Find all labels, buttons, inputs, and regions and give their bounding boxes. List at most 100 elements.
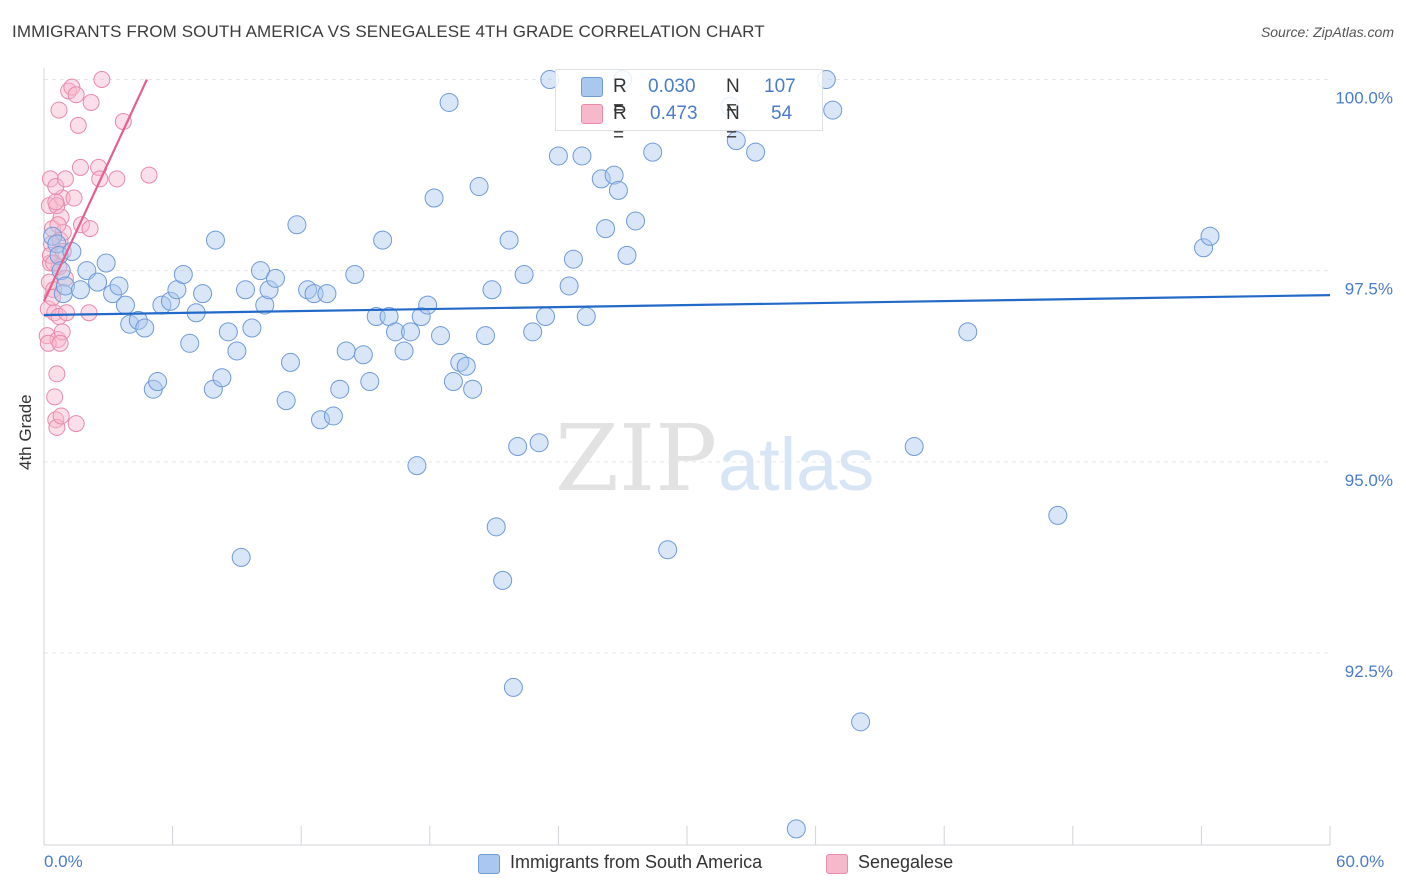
trend-line-south-america <box>43 294 1331 317</box>
data-point-senegalese <box>140 166 158 184</box>
data-point-south-america <box>493 570 513 590</box>
data-point-senegalese <box>80 304 98 322</box>
data-point-south-america <box>148 372 168 392</box>
data-point-south-america <box>218 322 238 342</box>
data-point-senegalese <box>49 216 67 234</box>
watermark-zip: ZIP <box>555 405 717 512</box>
chart-title: IMMIGRANTS FROM SOUTH AMERICA VS SENEGAL… <box>12 22 765 41</box>
senegalese-points <box>38 71 158 436</box>
data-point-south-america <box>958 322 978 342</box>
data-point-south-america <box>443 372 463 392</box>
data-point-south-america <box>407 456 427 476</box>
data-point-south-america <box>626 211 646 231</box>
legend-label-south-america: Immigrants from South America <box>510 852 763 872</box>
data-point-south-america <box>128 310 148 330</box>
data-point-south-america <box>317 284 337 304</box>
data-point-south-america <box>259 280 279 300</box>
data-point-south-america <box>160 291 180 311</box>
data-point-senegalese <box>63 78 81 96</box>
data-point-south-america <box>173 264 193 284</box>
data-point-senegalese <box>52 407 70 425</box>
data-point-south-america <box>523 322 543 342</box>
y-tick-label: 97.5% <box>1345 280 1393 299</box>
data-point-senegalese <box>48 418 66 436</box>
data-point-senegalese <box>51 334 69 352</box>
data-point-senegalese <box>69 116 87 134</box>
legend-swatch-pink <box>581 104 603 124</box>
data-point-south-america <box>70 280 90 300</box>
legend-r-label: R = <box>613 103 627 146</box>
data-point-south-america <box>401 322 421 342</box>
y-tick-labels: 100.0% 97.5% 95.0% 92.5% <box>1335 89 1393 682</box>
data-point-south-america <box>643 142 663 162</box>
data-point-south-america <box>823 100 843 120</box>
data-point-south-america <box>851 712 871 732</box>
data-point-senegalese <box>82 93 100 111</box>
data-point-senegalese <box>48 365 66 383</box>
legend-swatch-blue <box>478 854 500 874</box>
grid-lines <box>44 79 1330 654</box>
data-point-south-america <box>482 280 502 300</box>
data-point-south-america <box>386 322 406 342</box>
data-point-south-america <box>439 92 459 112</box>
data-point-south-america <box>418 295 438 315</box>
legend-r-value: 0.473 <box>650 103 698 124</box>
data-point-senegalese <box>58 304 76 322</box>
data-point-south-america <box>476 326 496 346</box>
data-point-south-america <box>463 379 483 399</box>
data-point-senegalese <box>56 170 74 188</box>
legend-r-label: R = <box>613 76 627 119</box>
watermark: ZIP atlas <box>555 405 874 512</box>
data-point-south-america <box>135 318 155 338</box>
data-point-senegalese <box>47 193 65 211</box>
data-point-south-america <box>503 677 523 697</box>
data-point-south-america <box>411 307 431 327</box>
y-tick-label: 95.0% <box>1345 471 1393 490</box>
data-point-south-america <box>323 406 343 426</box>
data-point-south-america <box>242 318 262 338</box>
x-tick-label-max: 60.0% <box>1336 852 1385 871</box>
data-point-south-america <box>394 341 414 361</box>
data-point-south-america <box>353 345 373 365</box>
data-point-south-america <box>62 242 82 262</box>
data-point-south-america <box>658 540 678 560</box>
data-point-south-america <box>88 272 108 292</box>
data-point-south-america <box>287 215 307 235</box>
data-point-south-america <box>786 819 806 839</box>
data-point-south-america <box>373 230 393 250</box>
data-point-south-america <box>96 253 116 273</box>
data-point-south-america <box>336 341 356 361</box>
data-point-south-america <box>310 410 330 430</box>
source-label: Source: ZipAtlas.com <box>1260 24 1394 40</box>
data-point-senegalese <box>67 415 85 433</box>
data-point-south-america <box>431 326 451 346</box>
data-point-south-america <box>469 177 489 197</box>
data-point-south-america <box>608 180 628 200</box>
data-point-south-america <box>536 307 556 327</box>
data-point-south-america <box>250 261 270 281</box>
data-point-south-america <box>591 169 611 189</box>
data-point-senegalese <box>65 189 83 207</box>
data-point-senegalese <box>67 86 85 104</box>
data-point-south-america <box>576 307 596 327</box>
data-point-south-america <box>205 230 225 250</box>
data-point-south-america <box>486 517 506 537</box>
legend-label-senegalese: Senegalese <box>858 852 954 872</box>
data-point-south-america <box>456 356 476 376</box>
legend-n-label: N = <box>726 103 740 146</box>
data-point-south-america <box>265 268 285 288</box>
data-point-south-america <box>1048 505 1068 525</box>
data-point-south-america <box>514 264 534 284</box>
data-point-south-america <box>180 333 200 353</box>
data-point-south-america <box>1200 226 1220 246</box>
data-point-south-america <box>1194 238 1214 258</box>
data-point-senegalese <box>93 71 111 88</box>
data-point-south-america <box>559 276 579 296</box>
south-america-points <box>43 70 1220 839</box>
x-tick-label-min: 0.0% <box>44 852 83 871</box>
legend-swatch-pink <box>826 854 848 874</box>
data-point-south-america <box>103 284 123 304</box>
data-point-south-america <box>47 234 67 254</box>
data-point-south-america <box>904 437 924 457</box>
